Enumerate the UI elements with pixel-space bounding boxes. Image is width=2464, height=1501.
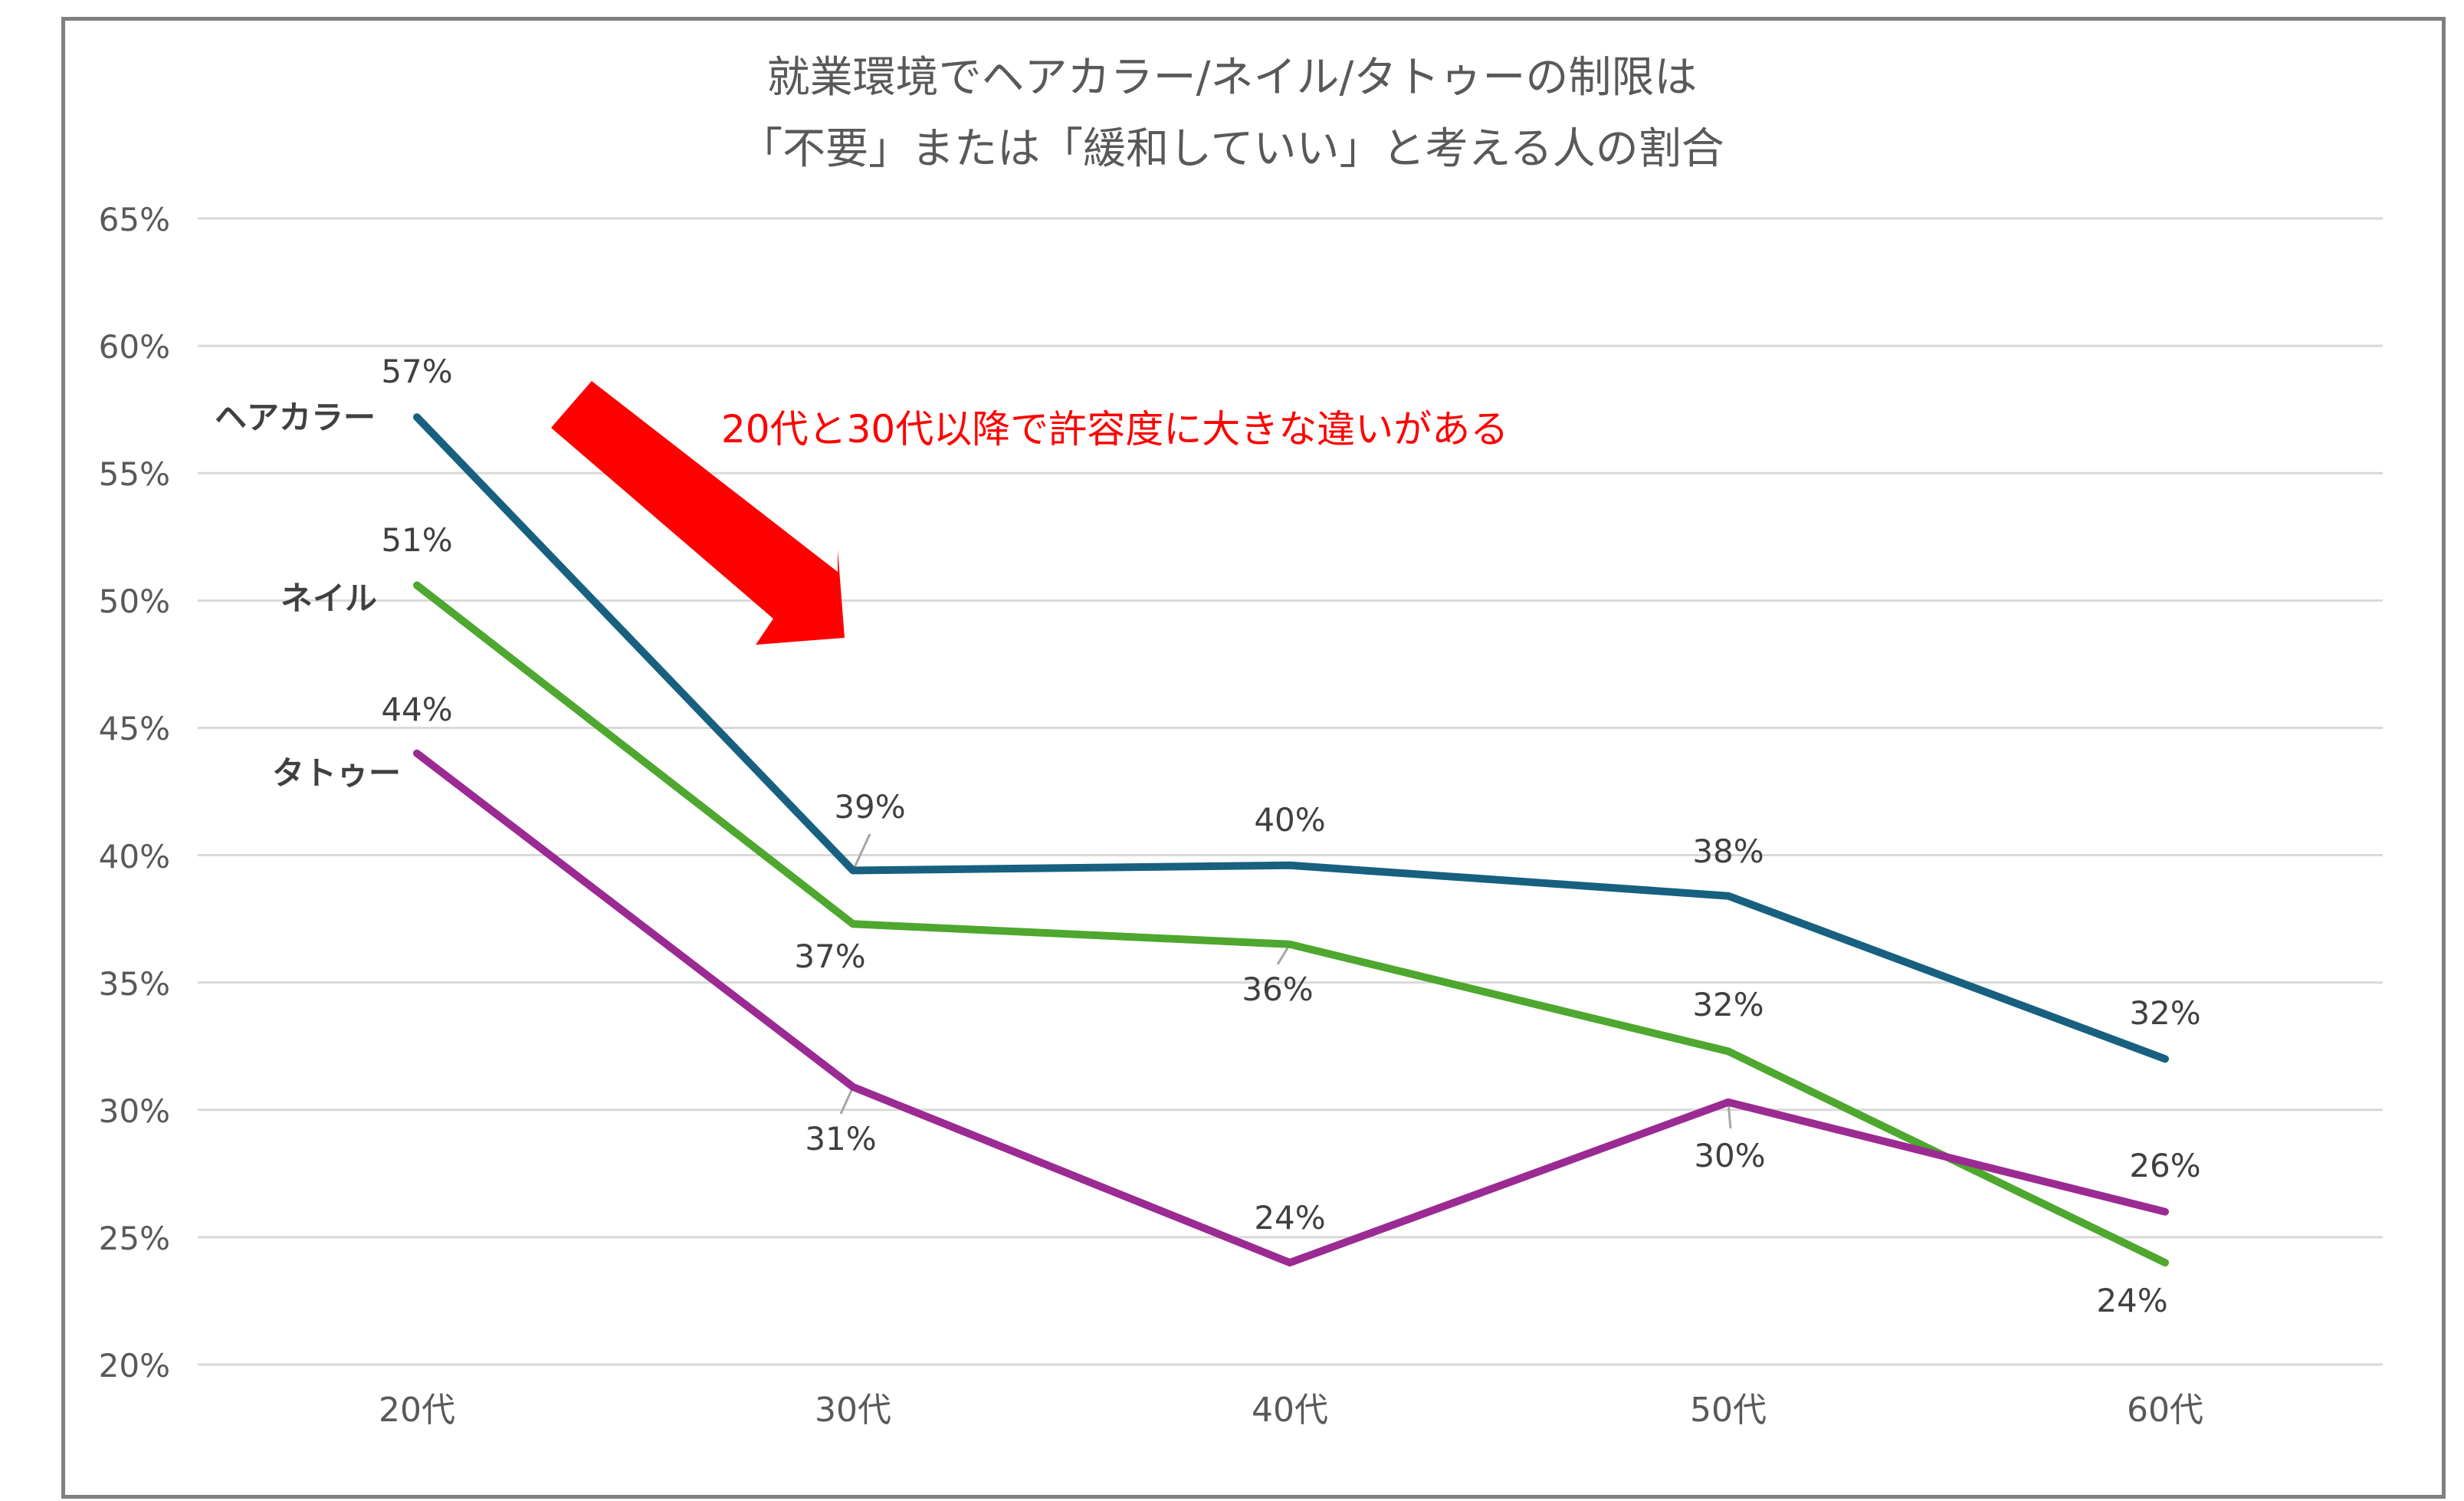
leader-line (1727, 1102, 1732, 1129)
data-label: 24% (2096, 1282, 2168, 1320)
series-line-2 (413, 749, 2169, 1267)
x-tick-label: 20代 (379, 1391, 455, 1430)
series-name-haircolor: ヘアカラー (215, 399, 376, 436)
data-label: 39% (834, 788, 906, 826)
y-tick-label: 65% (98, 201, 170, 238)
series-line-0 (413, 413, 2169, 1063)
data-label: 40% (1254, 800, 1326, 839)
series-name-tattoo: タトゥー (272, 754, 402, 792)
y-tick-label: 45% (98, 710, 170, 748)
data-label: 32% (2129, 994, 2201, 1033)
data-label: 57% (381, 353, 453, 391)
y-tick-label: 35% (98, 964, 170, 1003)
data-label: 32% (1692, 986, 1764, 1024)
data-label: 26% (2129, 1146, 2201, 1184)
x-tick-label: 60代 (2127, 1391, 2203, 1430)
down-arrow-icon (551, 381, 845, 645)
chart-title-line-2: 「不要」または「緩和していい」と考える人の割合 (740, 124, 1724, 174)
data-label: 37% (794, 938, 866, 976)
data-label: 31% (805, 1119, 877, 1158)
leader-line (851, 833, 871, 872)
data-label: 51% (381, 521, 453, 560)
gridlines (198, 217, 2383, 1366)
data-label: 30% (1694, 1136, 1766, 1174)
y-tick-label: 60% (98, 328, 170, 366)
leader-line (839, 1086, 855, 1115)
data-label: 38% (1692, 832, 1764, 870)
data-label: 44% (381, 690, 453, 728)
chart-title-line-1: 就業環境でヘアカラー/ネイル/タトゥーの制限は (766, 53, 1698, 103)
data-label: 24% (1254, 1199, 1326, 1237)
x-tick-label: 30代 (815, 1391, 891, 1430)
y-tick-label: 20% (98, 1347, 170, 1384)
x-tick-label: 50代 (1690, 1391, 1767, 1430)
y-tick-label: 25% (98, 1219, 170, 1257)
y-tick-label: 30% (98, 1092, 170, 1130)
y-tick-label: 50% (98, 583, 170, 621)
series-line-1 (413, 581, 2169, 1267)
data-label: 36% (1242, 970, 1314, 1008)
annotation-text: 20代と30代以降で許容度に大きな違いがある (721, 407, 1509, 452)
series-lines (413, 413, 2169, 1267)
x-tick-label: 40代 (1252, 1391, 1328, 1430)
y-tick-label: 40% (98, 837, 170, 875)
y-tick-label: 55% (98, 455, 170, 494)
series-name-nail: ネイル (281, 580, 378, 617)
